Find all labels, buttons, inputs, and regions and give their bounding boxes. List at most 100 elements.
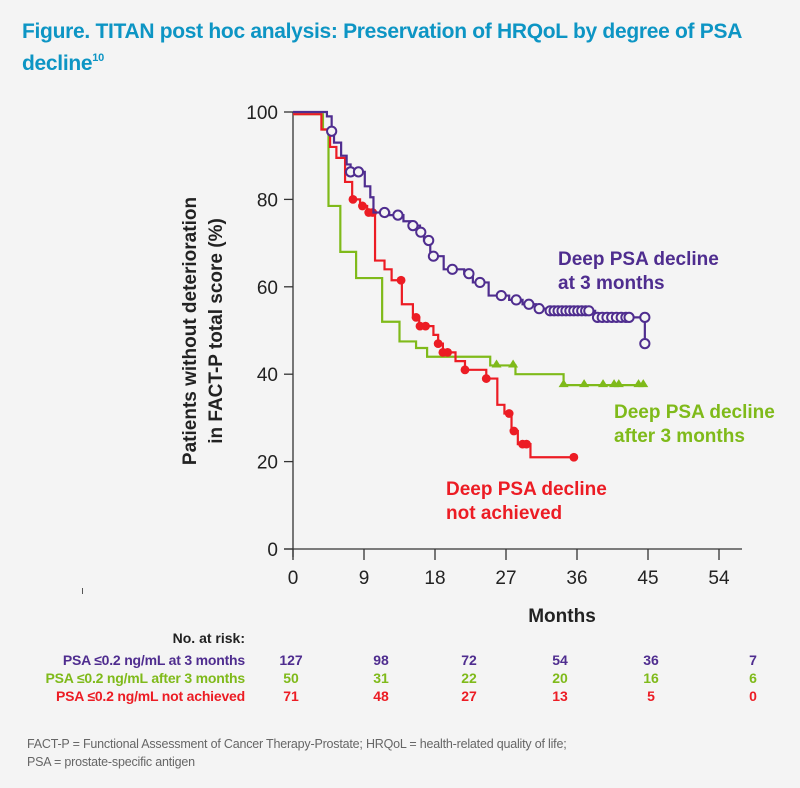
x-tick-label: 27 xyxy=(495,568,516,589)
risk-row-red: PSA ≤0.2 ng/mL not achieved 71 48 27 13 5 0 xyxy=(0,688,800,706)
footnote-line-2: PSA = prostate-specific antigen xyxy=(27,755,195,769)
risk-value: 0 xyxy=(749,688,757,704)
footnote-line-1: FACT-P = Functional Assessment of Cancer… xyxy=(27,737,567,751)
series-labels: Deep PSA decline at 3 months Deep PSA decl… xyxy=(446,249,775,524)
censor-marker xyxy=(392,209,404,221)
risk-value: 127 xyxy=(279,652,303,668)
risk-table-header: No. at risk: xyxy=(172,630,245,646)
x-axis-label: Months xyxy=(528,606,596,627)
figure-title-superscript: 10 xyxy=(92,52,104,64)
censor-marker xyxy=(639,338,651,350)
series-label-red: not achieved xyxy=(446,503,562,524)
censor-marker xyxy=(533,303,545,315)
censor-marker xyxy=(463,268,475,280)
risk-value: 98 xyxy=(373,652,389,668)
censor-marker xyxy=(504,409,514,418)
y-tick-label: 60 xyxy=(257,278,278,299)
censor-marker xyxy=(510,294,522,306)
series-red xyxy=(293,113,579,462)
censor-marker xyxy=(348,195,358,204)
y-tick-label: 80 xyxy=(257,190,278,211)
censor-marker xyxy=(415,226,427,238)
censor-marker xyxy=(396,275,406,285)
risk-row-purple: PSA ≤0.2 ng/mL at 3 months 127 98 72 54 36 7 xyxy=(0,652,800,670)
censor-marker xyxy=(474,276,486,289)
y-tick-label: 100 xyxy=(246,103,278,124)
figure-title-text: Figure. TITAN post hoc analysis: Preserv… xyxy=(22,20,742,75)
y-tick-label: 0 xyxy=(267,540,278,561)
censor-marker xyxy=(558,379,569,388)
censor-marker xyxy=(583,305,595,317)
risk-value: 16 xyxy=(643,670,659,686)
censor-marker xyxy=(411,312,421,322)
censor-marker xyxy=(407,220,419,232)
risk-row-green: PSA ≤0.2 ng/mL after 3 months 50 31 22 20 16 6 xyxy=(0,670,800,688)
censor-marker xyxy=(446,263,458,275)
y-tick-label: 20 xyxy=(257,453,278,474)
censor-marker xyxy=(378,206,391,219)
censor-marker xyxy=(613,379,624,388)
risk-value: 36 xyxy=(643,652,659,668)
risk-value: 27 xyxy=(461,688,477,704)
censor-marker xyxy=(569,452,579,462)
censor-marker xyxy=(352,166,365,178)
censor-marker xyxy=(623,311,635,323)
km-curve-red xyxy=(293,113,578,459)
risk-value: 48 xyxy=(373,688,389,704)
km-chart: 0 20 40 60 80 100 0 9 18 27 36 45 54 Deep PSA declin… xyxy=(180,103,775,627)
footnote: FACT-P = Functional Assessment of Cancer… xyxy=(27,735,787,771)
x-tick-label: 54 xyxy=(708,568,730,589)
risk-value: 7 xyxy=(749,652,757,668)
risk-value: 31 xyxy=(373,670,389,686)
risk-row-label: PSA ≤0.2 ng/mL not achieved xyxy=(55,688,245,704)
x-tick-label: 0 xyxy=(288,568,299,589)
censor-marker xyxy=(491,359,502,368)
censor-marker xyxy=(421,321,430,331)
x-tick-label: 36 xyxy=(566,568,587,589)
risk-row-label: PSA ≤0.2 ng/mL at 3 months xyxy=(62,652,245,668)
y-axis-label: Patients without deterioration in FACT-P… xyxy=(180,197,227,465)
censor-marker xyxy=(522,439,531,449)
x-tick-label: 9 xyxy=(359,568,370,589)
risk-value: 13 xyxy=(552,688,568,704)
censor-marker xyxy=(523,298,535,310)
censor-marker xyxy=(358,201,367,211)
x-tick-label: 45 xyxy=(637,568,658,589)
risk-value: 22 xyxy=(461,670,477,686)
stray-tick-mark xyxy=(82,588,83,594)
censor-marker xyxy=(443,347,453,357)
series-group xyxy=(293,110,651,462)
figure-title: Figure. TITAN post hoc analysis: Preserv… xyxy=(22,18,782,77)
risk-value: 6 xyxy=(749,670,757,686)
censor-marker xyxy=(481,374,491,383)
series-label-purple: at 3 months xyxy=(558,273,665,294)
x-tick-label: 18 xyxy=(424,568,445,589)
risk-value: 71 xyxy=(283,688,299,704)
series-label-green: after 3 months xyxy=(614,426,745,447)
censor-marker xyxy=(509,426,519,436)
series-green xyxy=(293,113,649,388)
risk-row-label: PSA ≤0.2 ng/mL after 3 months xyxy=(45,670,246,686)
censor-marker xyxy=(427,250,440,262)
risk-value: 50 xyxy=(283,670,299,686)
series-label-red: Deep PSA decline xyxy=(446,479,607,500)
risk-value: 54 xyxy=(552,652,568,668)
censor-marker xyxy=(508,359,519,368)
censor-marker xyxy=(598,379,609,388)
censor-marker xyxy=(460,365,470,375)
censor-marker xyxy=(579,379,590,388)
censor-marker xyxy=(433,339,443,349)
censor-marker xyxy=(495,289,507,302)
km-curve-purple xyxy=(293,110,646,344)
censor-marker xyxy=(326,125,338,137)
series-label-purple: Deep PSA decline xyxy=(558,249,719,270)
y-tick-label: 40 xyxy=(257,365,278,386)
risk-value: 20 xyxy=(552,670,568,686)
axes: 0 20 40 60 80 100 0 9 18 27 36 45 54 xyxy=(246,103,742,589)
risk-value: 5 xyxy=(647,688,655,704)
censor-marker xyxy=(638,379,649,388)
y-axis-label-line-2: in FACT-P total score (%) xyxy=(206,218,227,444)
y-axis-label-line-1: Patients without deterioration xyxy=(180,197,201,465)
risk-value: 72 xyxy=(461,652,477,668)
censor-marker xyxy=(639,311,651,323)
